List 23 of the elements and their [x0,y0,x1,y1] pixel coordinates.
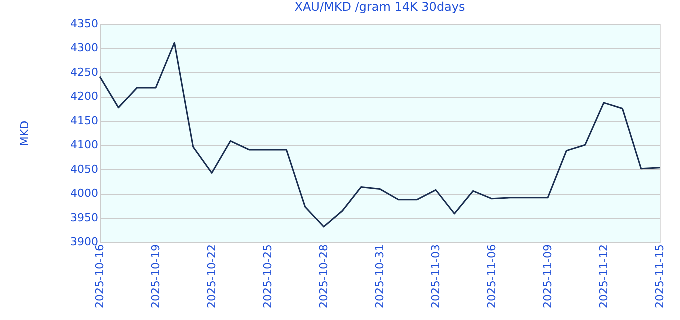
x-tick-label: 2025-11-03 [430,244,442,308]
y-tick-label: 4150 [70,114,98,128]
x-tick-label: 2025-10-28 [318,244,330,308]
y-axis-title: MKD [18,120,32,146]
line-series [99,42,661,228]
y-tick-label: 4100 [70,138,98,152]
x-tick-label: 2025-11-15 [654,244,666,308]
chart-title: XAU/MKD /gram 14K 30days [294,0,466,14]
y-tick-label: 4200 [70,90,98,104]
x-tick-label: 2025-11-06 [486,244,498,308]
x-tick-label: 2025-10-31 [374,244,386,308]
x-tick-label: 2025-11-12 [598,244,610,308]
x-tick-label: 2025-10-25 [262,244,274,308]
x-tick-label: 2025-10-19 [150,244,162,308]
x-tick-label: 2025-10-22 [206,244,218,308]
y-tick-label: 4300 [70,42,98,55]
y-tick-label: 4250 [70,66,98,79]
y-tick-label: 3950 [70,211,98,224]
x-tick-label: 2025-10-16 [94,244,106,308]
x-tick-label: 2025-11-09 [542,244,554,308]
y-tick-label: 4350 [70,18,98,30]
y-tick-label: 4050 [70,162,98,176]
y-tick-label: 4000 [70,187,98,200]
